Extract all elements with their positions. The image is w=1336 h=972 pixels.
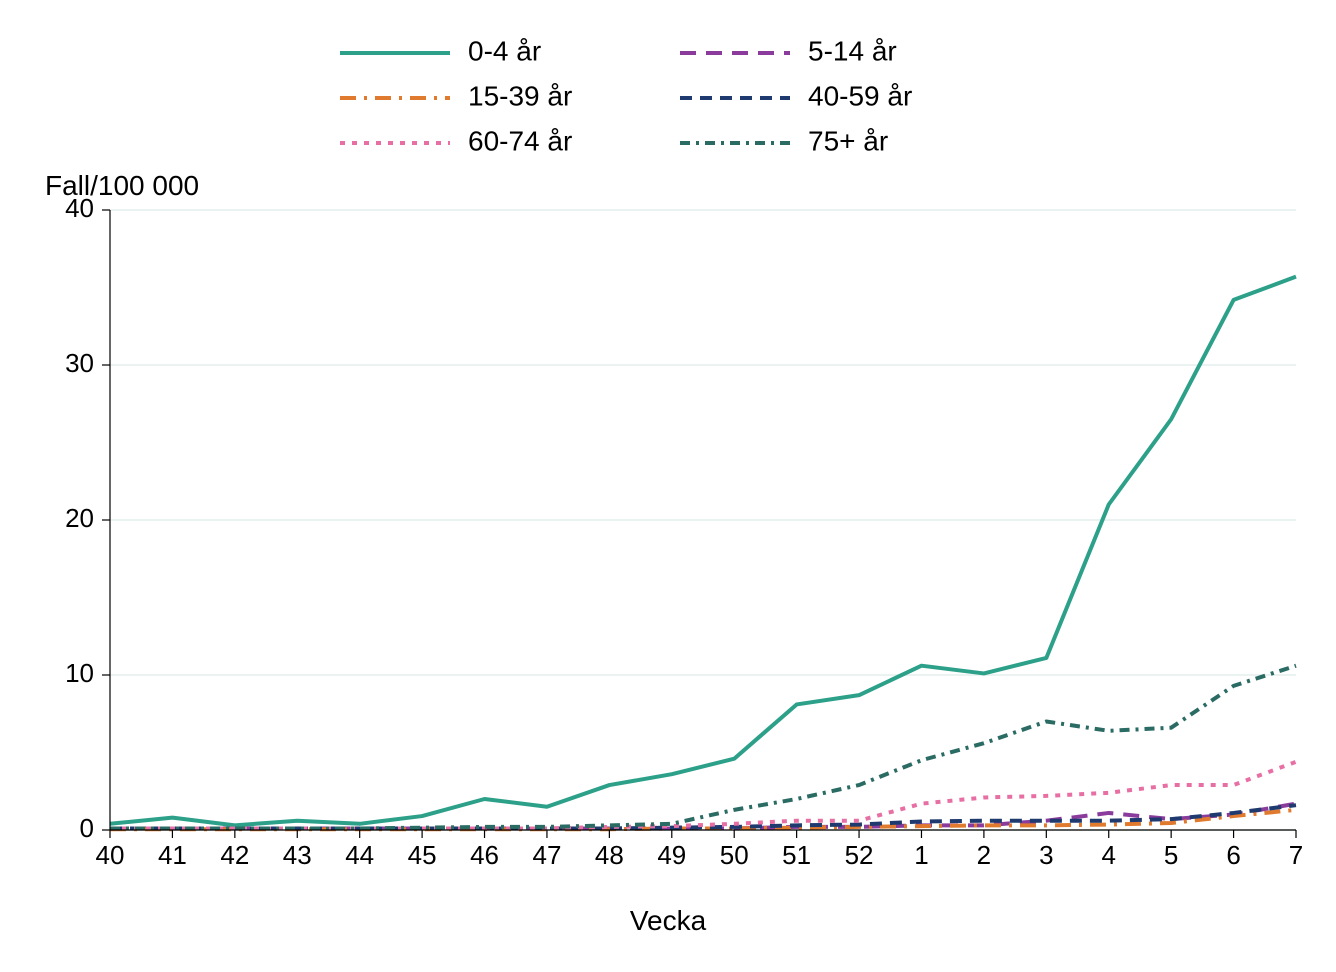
- x-tick-label: 41: [158, 840, 187, 870]
- x-tick-label: 7: [1289, 840, 1303, 870]
- x-tick-label: 44: [345, 840, 374, 870]
- x-tick-label: 2: [977, 840, 991, 870]
- x-tick-label: 47: [532, 840, 561, 870]
- x-tick-label: 48: [595, 840, 624, 870]
- x-tick-label: 3: [1039, 840, 1053, 870]
- x-tick-label: 43: [283, 840, 312, 870]
- x-tick-label: 52: [845, 840, 874, 870]
- x-tick-label: 50: [720, 840, 749, 870]
- x-tick-label: 51: [782, 840, 811, 870]
- x-axis-title: Vecka: [630, 905, 707, 936]
- legend-label-s0: 0-4 år: [468, 35, 541, 66]
- chart-container: 0102030404041424344454647484950515212345…: [0, 0, 1336, 972]
- y-tick-label: 0: [80, 813, 94, 843]
- legend-label-s4: 60-74 år: [468, 125, 572, 156]
- y-tick-label: 30: [65, 348, 94, 378]
- x-tick-label: 42: [220, 840, 249, 870]
- y-tick-label: 20: [65, 503, 94, 533]
- legend-label-s5: 75+ år: [808, 125, 888, 156]
- legend-label-s1: 5-14 år: [808, 35, 897, 66]
- y-tick-label: 10: [65, 658, 94, 688]
- x-tick-label: 45: [408, 840, 437, 870]
- x-tick-label: 4: [1102, 840, 1116, 870]
- x-tick-label: 46: [470, 840, 499, 870]
- legend-label-s3: 40-59 år: [808, 80, 912, 111]
- x-tick-label: 5: [1164, 840, 1178, 870]
- x-tick-label: 49: [657, 840, 686, 870]
- x-tick-label: 6: [1226, 840, 1240, 870]
- legend-label-s2: 15-39 år: [468, 80, 572, 111]
- x-tick-label: 1: [914, 840, 928, 870]
- line-chart-svg: 0102030404041424344454647484950515212345…: [0, 0, 1336, 972]
- x-tick-label: 40: [96, 840, 125, 870]
- y-axis-title: Fall/100 000: [45, 170, 199, 201]
